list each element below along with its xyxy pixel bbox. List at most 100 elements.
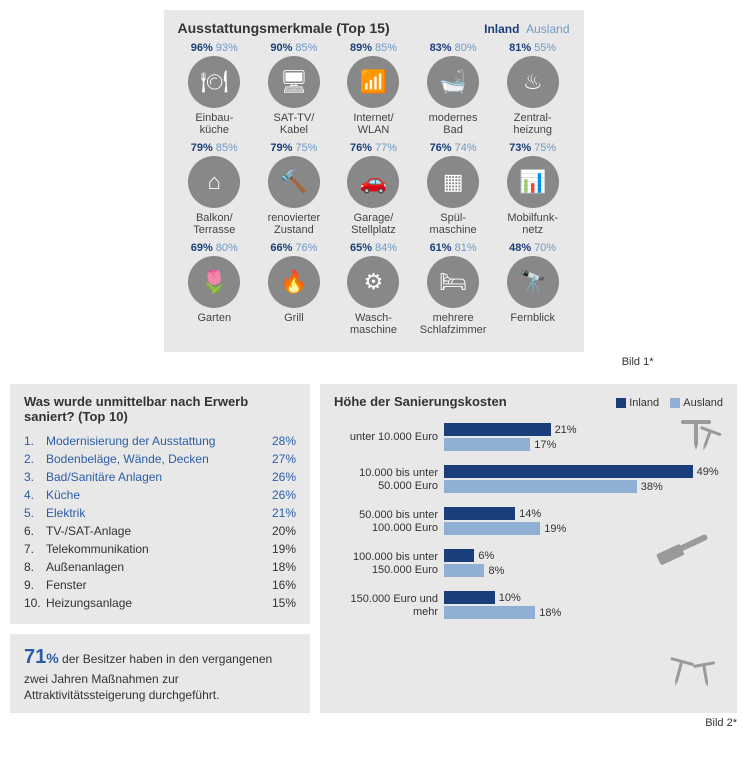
feature-label: Fernblick [496,312,570,338]
chart-bars: 21%17% [444,423,723,453]
feature-ausland-pct: 75% [534,142,556,154]
chart-row: unter 10.000 Euro21%17% [334,423,723,453]
feature-inland-pct: 76% [350,142,372,154]
stat-panel: 71% der Besitzer haben in den vergangene… [10,634,310,713]
bar-inland [444,507,515,520]
bar-ausland-line: 18% [444,606,723,619]
list-label: Fenster [46,578,256,592]
feature-item: 65%84%⚙Wasch-maschine [337,242,411,338]
feature-label: Spül-maschine [416,212,490,238]
feature-label: Balkon/Terrasse [178,212,252,238]
list-pct: 15% [256,596,296,610]
feature-icon: 🚗 [347,156,399,208]
chart-category-label: 150.000 Euro und mehr [334,593,444,619]
list-pct: 26% [256,470,296,484]
feature-icon: 🔭 [507,256,559,308]
chart-bars: 49%38% [444,465,723,495]
feature-label: mehrereSchlafzimmer [416,312,490,338]
feature-inland-pct: 66% [270,242,292,254]
feature-item: 81%55%♨Zentral-heizung [496,42,570,138]
panel1-caption: Bild 1* [94,356,654,368]
feature-item: 90%85%🖥SAT-TV/Kabel [257,42,331,138]
feature-inland-pct: 61% [430,242,452,254]
costs-chart: unter 10.000 Euro21%17%10.000 bis unter5… [334,423,723,621]
feature-inland-pct: 69% [191,242,213,254]
list-num: 4. [24,488,46,502]
bar-ausland [444,564,484,577]
feature-ausland-pct: 76% [295,242,317,254]
list-num: 1. [24,434,46,448]
feature-label: modernesBad [416,112,490,138]
bar-ausland-line: 8% [444,564,723,577]
list-pct: 20% [256,524,296,538]
chart-bars: 6%8% [444,549,723,579]
feature-item: 89%85%📶Internet/WLAN [337,42,411,138]
feature-inland-pct: 83% [430,42,452,54]
legend-inland: Inland [484,22,519,36]
feature-label: SAT-TV/Kabel [257,112,331,138]
list-label: Bad/Sanitäre Anlagen [46,470,256,484]
bar-ausland-line: 17% [444,438,723,451]
list-label: TV-/SAT-Anlage [46,524,256,538]
list-item: 2.Bodenbeläge, Wände, Decken27% [24,452,296,466]
list-label: Elektrik [46,506,256,520]
bar-ausland [444,606,535,619]
list-item: 5.Elektrik21% [24,506,296,520]
feature-ausland-pct: 80% [216,242,238,254]
feature-inland-pct: 89% [350,42,372,54]
list-pct: 16% [256,578,296,592]
bar-inland-line: 6% [444,549,723,562]
bar-ausland-value: 38% [641,481,663,493]
costs-legend: Inland Ausland [608,397,723,409]
panel3-caption: Bild 2* [10,717,737,729]
bar-inland [444,423,551,436]
list-item: 7.Telekommunikation19% [24,542,296,556]
renovation-list: 1.Modernisierung der Ausstattung28%2.Bod… [24,434,296,610]
feature-item: 61%81%🛏mehrereSchlafzimmer [416,242,490,338]
feature-pcts: 69%80% [178,242,252,254]
feature-ausland-pct: 93% [216,42,238,54]
bar-ausland-line: 38% [444,480,723,493]
feature-inland-pct: 76% [430,142,452,154]
bar-inland-value: 10% [499,592,521,604]
costs-chart-panel: Höhe der Sanierungskosten Inland Ausland… [320,384,737,713]
feature-pcts: 61%81% [416,242,490,254]
chart-row: 150.000 Euro und mehr 10% 18% [334,591,723,621]
legend-swatch-ausland [670,398,680,408]
feature-pcts: 79%85% [178,142,252,154]
feature-ausland-pct: 85% [216,142,238,154]
feature-pcts: 90%85% [257,42,331,54]
feature-pcts: 79%75% [257,142,331,154]
feature-pcts: 89%85% [337,42,411,54]
list-item: 8.Außenanlagen18% [24,560,296,574]
feature-label: Grill [257,312,331,338]
feature-item: 66%76%🔥Grill [257,242,331,338]
list-pct: 27% [256,452,296,466]
feature-ausland-pct: 84% [375,242,397,254]
list-label: Modernisierung der Ausstattung [46,434,256,448]
feature-label: Wasch-maschine [337,312,411,338]
feature-label: Zentral-heizung [496,112,570,138]
bar-inland [444,591,495,604]
feature-ausland-pct: 85% [375,42,397,54]
feature-icon: 🍽 [188,56,240,108]
feature-ausland-pct: 80% [455,42,477,54]
bar-ausland-line: 19% [444,522,723,535]
feature-label: Mobilfunk-netz [496,212,570,238]
nails-icon [665,655,719,701]
list-label: Außenanlagen [46,560,256,574]
stat-text: der Besitzer haben in den vergangenen zw… [24,652,272,702]
feature-label: Einbau-küche [178,112,252,138]
features-grid: 96%93%🍽Einbau-küche90%85%🖥SAT-TV/Kabel89… [178,42,570,338]
feature-item: 76%74%▦Spül-maschine [416,142,490,238]
list-num: 5. [24,506,46,520]
feature-icon: ▦ [427,156,479,208]
chart-category-label: 50.000 bis unter100.000 Euro [334,509,444,535]
list-item: 9.Fenster16% [24,578,296,592]
feature-item: 69%80%🌷Garten [178,242,252,338]
feature-ausland-pct: 85% [295,42,317,54]
list-num: 9. [24,578,46,592]
feature-ausland-pct: 55% [534,42,556,54]
feature-pcts: 65%84% [337,242,411,254]
feature-ausland-pct: 81% [455,242,477,254]
